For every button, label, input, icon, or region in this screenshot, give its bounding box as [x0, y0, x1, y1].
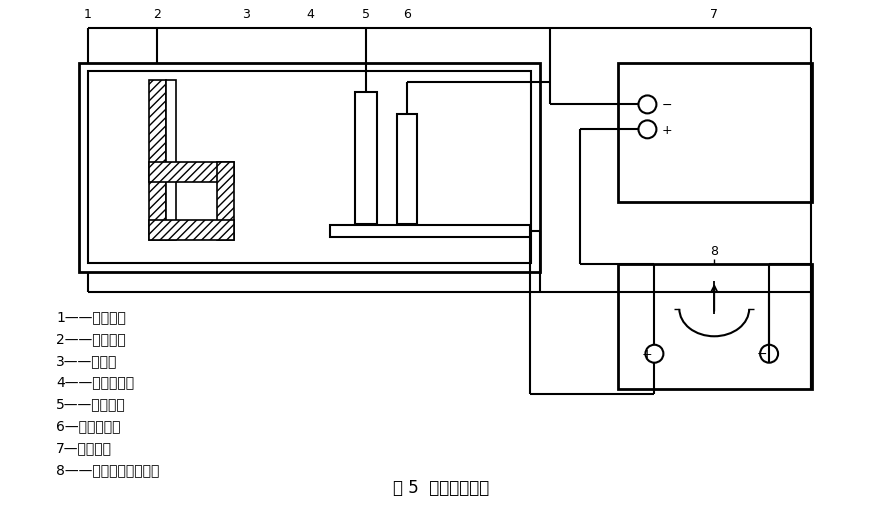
Bar [397, 115, 417, 224]
Text: 4: 4 [306, 8, 314, 20]
Text: 4——脱锡溶液；: 4——脱锡溶液； [56, 375, 134, 389]
Text: 5——碳电极；: 5——碳电极； [56, 397, 126, 411]
Bar [330, 225, 530, 238]
Text: +: + [662, 124, 672, 136]
Text: 1: 1 [84, 8, 92, 20]
Text: 7: 7 [710, 8, 718, 20]
Bar [617, 64, 812, 203]
Text: −: − [757, 348, 767, 360]
Text: 8——恒电流直流电源。: 8——恒电流直流电源。 [56, 463, 160, 476]
Bar [88, 72, 531, 264]
Text: −: − [662, 99, 672, 111]
Bar [617, 265, 812, 389]
Bar [166, 81, 176, 241]
Text: 3——试样；: 3——试样； [56, 353, 117, 367]
Text: 2: 2 [153, 8, 161, 20]
Text: 3: 3 [242, 8, 250, 20]
Text: +: + [642, 348, 653, 360]
Bar [355, 93, 377, 224]
Text: 图 5  电解脱锡装置: 图 5 电解脱锡装置 [392, 478, 490, 496]
Bar [149, 81, 166, 241]
Text: 8: 8 [710, 244, 718, 258]
Bar [149, 163, 234, 183]
Text: 6: 6 [403, 8, 411, 20]
Bar [149, 221, 234, 241]
Text: 5: 5 [363, 8, 370, 20]
Text: 2——试样夹；: 2——试样夹； [56, 331, 126, 345]
Bar [217, 163, 234, 241]
Text: 1——脱锡槽；: 1——脱锡槽； [56, 309, 126, 323]
Text: 6—参考电极；: 6—参考电极； [56, 419, 121, 433]
Bar [79, 64, 540, 272]
Text: 7—记录仪；: 7—记录仪； [56, 441, 112, 455]
